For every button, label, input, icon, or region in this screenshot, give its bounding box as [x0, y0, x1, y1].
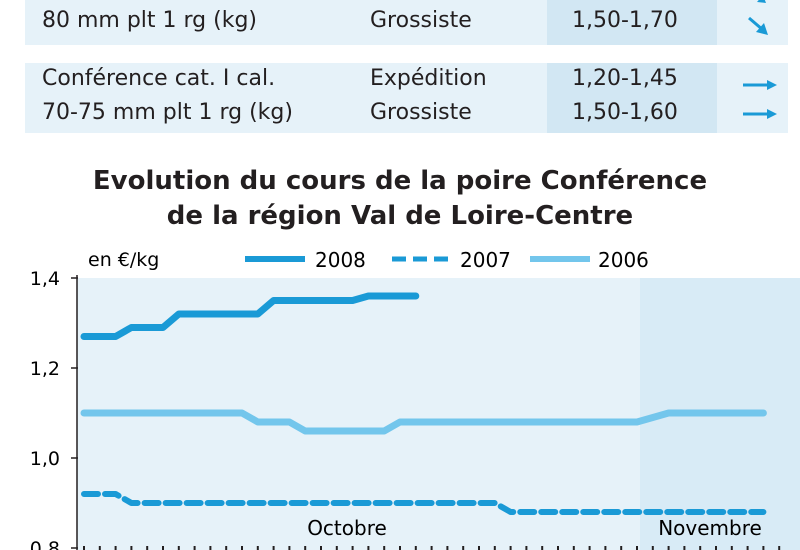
row-1-market-1: Expédition	[370, 66, 487, 91]
trend-flat-icon	[743, 109, 777, 119]
series-line-2008	[80, 292, 420, 340]
row-separator	[25, 45, 788, 63]
row-1-product-line-1: Conférence cat. I cal.	[42, 66, 276, 91]
chart-area: en €/kg 2008 2007 2006 0,8 1,0 1,2 1,4 Octo…	[30, 248, 800, 550]
row-1-product-line-2: 70-75 mm plt 1 rg (kg)	[42, 100, 293, 125]
y-tick-label: 1,0	[30, 448, 60, 470]
chart-title-line-2: de la région Val de Loire-Centre	[166, 201, 634, 231]
row-0-product-line-2: 80 mm plt 1 rg (kg)	[42, 8, 258, 33]
trend-flat-icon	[743, 80, 777, 90]
period-label-october: Octobre	[307, 516, 387, 540]
row-1-price-2: 1,50-1,60	[572, 100, 678, 125]
row-1-price-1: 1,20-1,45	[572, 66, 678, 91]
price-table: 80 mm plt 1 rg (kg) Grossiste 1,50-1,70 …	[25, 0, 788, 133]
period-label-november: Novembre	[658, 516, 762, 540]
y-tick-label: 0,8	[30, 538, 60, 550]
legend-label-2007: 2007	[460, 248, 511, 272]
legend: 2008 2007 2006	[245, 248, 649, 272]
row-0-market-2: Grossiste	[370, 8, 472, 33]
chart-title-line-1: Evolution du cours de la poire Conférenc…	[92, 166, 708, 196]
price-column-bg	[547, 0, 717, 133]
row-0-price-2: 1,50-1,70	[572, 8, 678, 33]
series-line-2007	[81, 491, 767, 515]
series-line-2006	[80, 409, 767, 435]
y-tick-label: 1,4	[30, 268, 60, 290]
legend-label-2008: 2008	[315, 248, 366, 272]
y-tick-label: 1,2	[30, 358, 60, 380]
legend-label-2006: 2006	[598, 248, 649, 272]
trend-down-icon	[748, 16, 768, 35]
y-axis-label: en €/kg	[88, 249, 159, 271]
row-1-market-2: Grossiste	[370, 100, 472, 125]
trend-down-icon	[757, 0, 766, 3]
